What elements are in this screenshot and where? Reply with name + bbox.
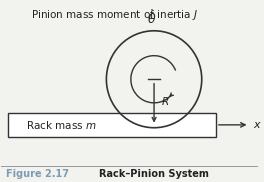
Text: Rack–Pinion System: Rack–Pinion System: [99, 169, 209, 179]
Text: $R$: $R$: [161, 95, 169, 107]
Text: $x$: $x$: [253, 120, 262, 130]
Text: Rack mass $m$: Rack mass $m$: [26, 119, 97, 131]
Bar: [8, 113, 216, 137]
Text: Pinion mass moment of inertia $J$: Pinion mass moment of inertia $J$: [31, 8, 198, 22]
Text: Figure 2.17: Figure 2.17: [6, 169, 69, 179]
Text: $\dot{\theta}$: $\dot{\theta}$: [147, 10, 156, 27]
